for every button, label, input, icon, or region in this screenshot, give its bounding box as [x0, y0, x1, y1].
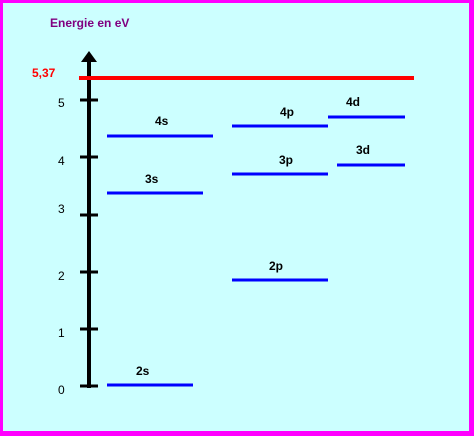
tick-label-3: 3 [58, 202, 65, 216]
tick-label-0: 0 [58, 383, 65, 397]
level-4p-label: 4p [280, 105, 294, 119]
level-2s-label: 2s [136, 364, 150, 378]
tick-label-2: 2 [58, 269, 65, 283]
level-2p-label: 2p [269, 259, 283, 273]
tick-label-4: 4 [58, 154, 65, 168]
ionization-label: 5,37 [32, 66, 56, 80]
tick-marks [80, 98, 98, 388]
level-3d-label: 3d [356, 143, 370, 157]
level-4s-label: 4s [155, 114, 169, 128]
level-4d-label: 4d [346, 95, 360, 109]
tick-label-1: 1 [58, 326, 65, 340]
level-3p-label: 3p [279, 153, 293, 167]
diagram-title: Energie en eV [50, 16, 129, 30]
level-3s-label: 3s [145, 172, 159, 186]
axis-arrowhead [81, 51, 97, 62]
diagram-frame [3, 3, 469, 431]
tick-label-5: 5 [58, 96, 65, 110]
